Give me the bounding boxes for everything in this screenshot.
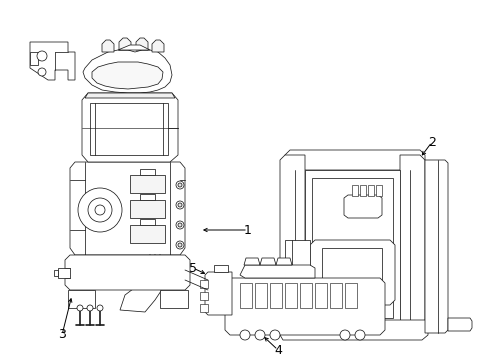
Circle shape (354, 330, 364, 340)
Circle shape (97, 305, 103, 311)
Text: 4: 4 (273, 343, 282, 356)
Circle shape (254, 330, 264, 340)
Circle shape (176, 181, 183, 189)
Polygon shape (118, 45, 150, 50)
Polygon shape (280, 320, 427, 340)
Polygon shape (343, 195, 381, 218)
Polygon shape (399, 155, 424, 325)
Text: 2: 2 (427, 135, 435, 148)
Circle shape (37, 51, 47, 61)
Polygon shape (120, 265, 175, 312)
Circle shape (78, 188, 122, 232)
Circle shape (38, 68, 46, 76)
Polygon shape (200, 304, 207, 312)
Circle shape (88, 198, 112, 222)
Polygon shape (254, 283, 266, 308)
Polygon shape (58, 268, 70, 278)
Polygon shape (345, 283, 356, 308)
Circle shape (178, 183, 182, 187)
Polygon shape (424, 160, 447, 333)
Polygon shape (83, 50, 172, 93)
Polygon shape (285, 150, 424, 170)
Polygon shape (160, 290, 187, 308)
Polygon shape (68, 290, 95, 308)
Polygon shape (244, 258, 260, 265)
Polygon shape (260, 258, 275, 265)
Circle shape (176, 241, 183, 249)
Polygon shape (311, 178, 392, 318)
Circle shape (87, 305, 93, 311)
Polygon shape (30, 52, 38, 65)
Polygon shape (130, 225, 164, 243)
Circle shape (339, 330, 349, 340)
Polygon shape (309, 240, 394, 305)
Polygon shape (204, 272, 231, 315)
Polygon shape (240, 283, 251, 308)
Polygon shape (130, 200, 164, 218)
Polygon shape (65, 255, 190, 290)
Circle shape (269, 330, 280, 340)
Polygon shape (140, 194, 155, 200)
Polygon shape (299, 283, 311, 308)
Polygon shape (200, 280, 207, 288)
Polygon shape (367, 185, 373, 196)
Polygon shape (130, 175, 164, 193)
Polygon shape (314, 283, 326, 308)
Polygon shape (359, 185, 365, 196)
Polygon shape (351, 185, 357, 196)
Circle shape (176, 201, 183, 209)
Polygon shape (280, 155, 305, 325)
Polygon shape (70, 162, 184, 255)
Polygon shape (92, 62, 163, 89)
Polygon shape (240, 265, 314, 278)
Polygon shape (136, 38, 148, 50)
Polygon shape (224, 278, 384, 335)
Polygon shape (214, 265, 227, 272)
Circle shape (77, 305, 83, 311)
Polygon shape (305, 170, 399, 325)
Polygon shape (285, 240, 309, 290)
Text: 1: 1 (244, 224, 251, 237)
Polygon shape (200, 292, 207, 300)
Circle shape (176, 221, 183, 229)
Polygon shape (90, 103, 168, 155)
Polygon shape (102, 40, 114, 52)
Polygon shape (269, 283, 282, 308)
Circle shape (95, 205, 105, 215)
Polygon shape (275, 258, 291, 265)
Polygon shape (375, 185, 381, 196)
Polygon shape (329, 283, 341, 308)
Polygon shape (85, 93, 175, 98)
Circle shape (178, 223, 182, 227)
Polygon shape (447, 318, 471, 331)
Circle shape (240, 330, 249, 340)
Circle shape (178, 203, 182, 207)
Text: 5: 5 (189, 261, 197, 274)
Polygon shape (54, 270, 58, 276)
Polygon shape (140, 219, 155, 225)
Polygon shape (152, 40, 163, 52)
Polygon shape (321, 248, 381, 295)
Polygon shape (140, 169, 155, 175)
Circle shape (178, 243, 182, 247)
Polygon shape (30, 42, 75, 80)
Text: 3: 3 (58, 328, 66, 342)
Polygon shape (119, 38, 131, 50)
Polygon shape (82, 93, 178, 162)
Polygon shape (285, 283, 296, 308)
